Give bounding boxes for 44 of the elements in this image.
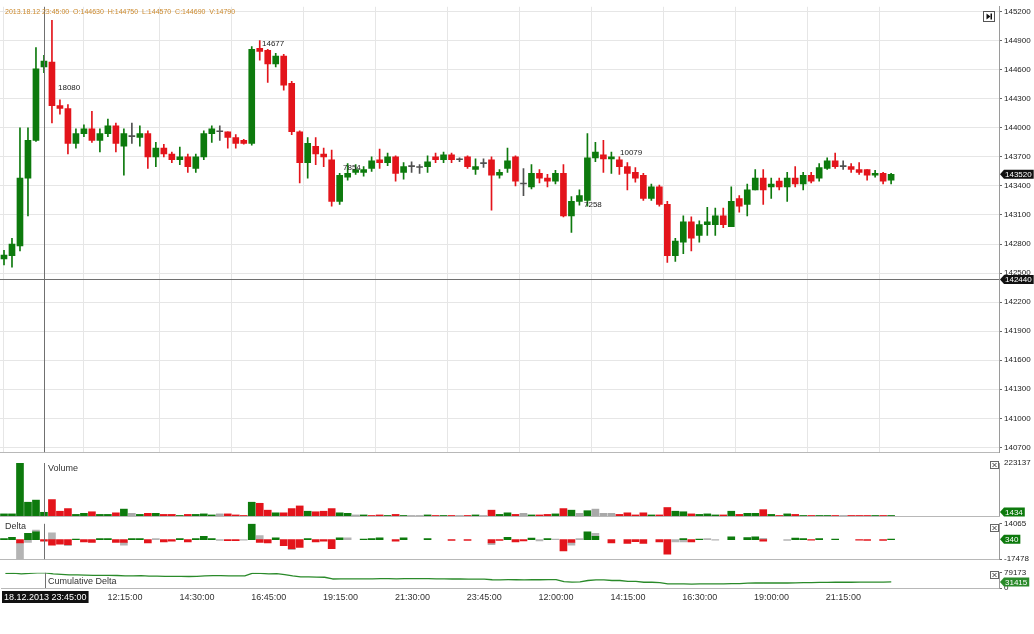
x-tick-label: 19:15:00 bbox=[323, 591, 359, 602]
y-tick-label: 143400 bbox=[1004, 181, 1032, 191]
x-tick-label: 16:30:00 bbox=[682, 591, 718, 602]
y-tick-label: 144600 bbox=[1004, 64, 1032, 74]
x-tick-label: 12:00:00 bbox=[538, 591, 574, 602]
y-tick-label: 144000 bbox=[1004, 123, 1032, 133]
chart-title: Cumulative Delta bbox=[48, 576, 117, 587]
x-tick-label: 21:30:00 bbox=[394, 591, 430, 602]
annotation: 10079 bbox=[620, 148, 643, 158]
ref-line-label: 142440 bbox=[1005, 275, 1033, 285]
y-tick-label: 141000 bbox=[1004, 413, 1032, 423]
y-tick-label: 141600 bbox=[1004, 355, 1032, 365]
text: 1434 bbox=[1005, 507, 1024, 517]
y-tick-label: 14065 bbox=[1004, 519, 1027, 528]
y-tick-label: 141900 bbox=[1004, 326, 1032, 336]
y-tick-label: 142800 bbox=[1004, 239, 1032, 249]
y-tick-label: 142500 bbox=[1004, 268, 1032, 278]
x-tick-label: 23:45:00 bbox=[466, 591, 502, 602]
annotation: 18080 bbox=[58, 83, 81, 93]
x-tick-label: 16:45:00 bbox=[251, 591, 287, 602]
annotation: 14677 bbox=[262, 39, 285, 49]
x-tick-label: 14:15:00 bbox=[610, 591, 646, 602]
chart-title: Volume bbox=[48, 463, 79, 474]
y-tick-label: 141300 bbox=[1004, 384, 1032, 394]
y-tick-label: 143100 bbox=[1004, 210, 1032, 220]
y-tick-label: 140700 bbox=[1004, 442, 1032, 452]
y-tick-label: 144900 bbox=[1004, 35, 1032, 45]
y-tick-label: 142200 bbox=[1004, 297, 1032, 307]
y-tick-label: 145200 bbox=[1004, 6, 1032, 16]
y-tick-label: 79173 bbox=[1004, 568, 1027, 577]
y-tick-label: 143700 bbox=[1004, 152, 1032, 162]
x-tick-label: 14:30:00 bbox=[179, 591, 215, 602]
x-tick-label: 21:15:00 bbox=[825, 591, 861, 602]
y-tick-label: 144300 bbox=[1004, 93, 1032, 103]
x-tick-label: 18.12.2013 23:45:00 bbox=[4, 591, 87, 602]
text: 223137 bbox=[1004, 458, 1032, 468]
y-tick-label: -17478 bbox=[1004, 554, 1030, 564]
chart-title: Delta bbox=[5, 521, 27, 532]
text: 31415 bbox=[1005, 577, 1028, 587]
text: 143520 bbox=[1005, 170, 1033, 180]
text: 340 bbox=[1005, 534, 1019, 544]
x-tick-label: 12:15:00 bbox=[107, 591, 143, 602]
x-tick-label: 19:00:00 bbox=[754, 591, 790, 602]
annotation: 7258 bbox=[584, 200, 603, 210]
